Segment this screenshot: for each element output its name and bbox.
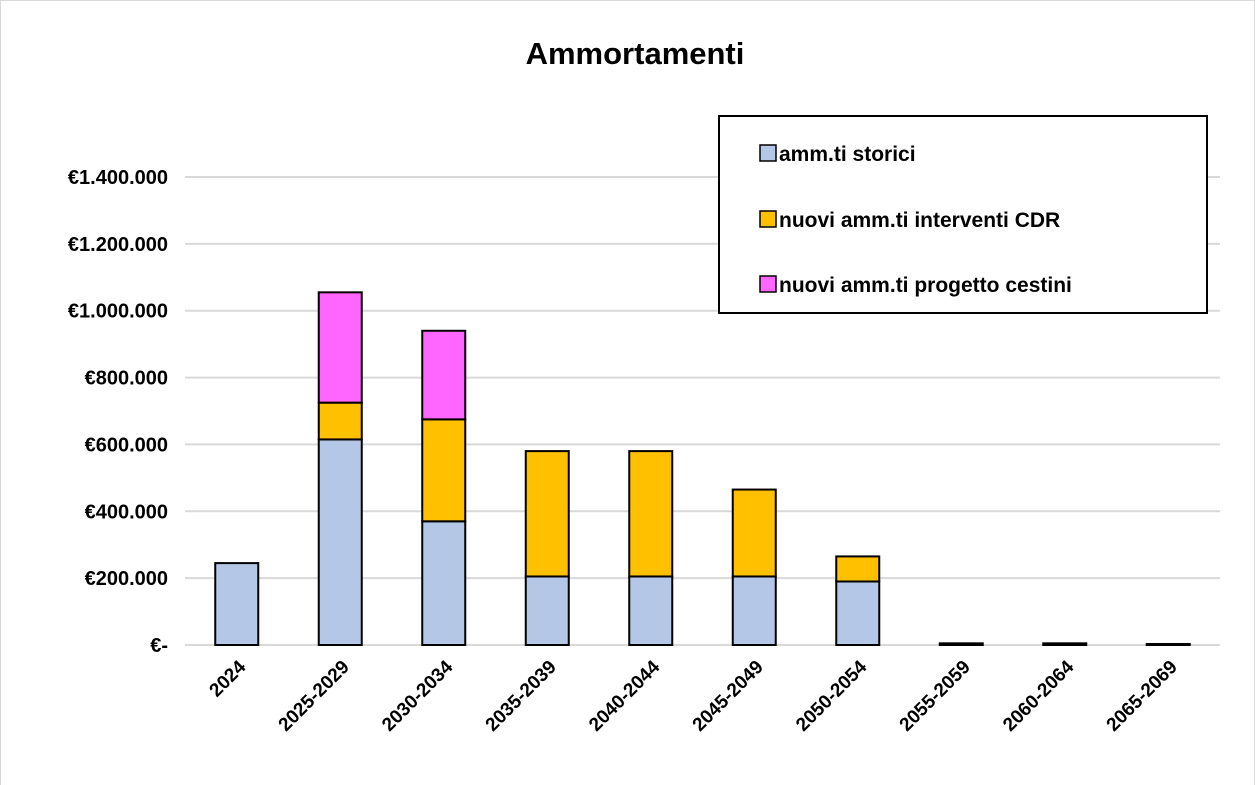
bar-2025-2029-nuovi-amm-ti-progetto-cestini bbox=[317, 291, 363, 404]
x-tick-label-2024: 2024 bbox=[206, 656, 251, 701]
x-tick-label-2055-2059: 2055-2059 bbox=[896, 657, 975, 736]
bar-2040-2044-nuovi-amm-ti-interventi-cdr bbox=[628, 450, 674, 578]
x-tick-label-2065-2069: 2065-2069 bbox=[1103, 657, 1182, 736]
legend-box bbox=[718, 115, 1208, 314]
bar-2030-2034-nuovi-amm-ti-interventi-cdr bbox=[421, 418, 467, 523]
x-tick-label-2040-2044: 2040-2044 bbox=[585, 656, 664, 735]
bar-2024-amm-ti-storici bbox=[214, 562, 260, 646]
y-tick-label-2: €400.000 bbox=[85, 501, 168, 523]
y-tick-label-0: €- bbox=[150, 635, 168, 657]
y-tick-label-4: €800.000 bbox=[85, 368, 168, 390]
bar-2030-2034-amm-ti-storici bbox=[421, 520, 467, 646]
x-tick-label-2050-2054: 2050-2054 bbox=[792, 656, 871, 735]
legend-swatch-interventi-cdr bbox=[759, 210, 777, 228]
bar-2065-2069-amm-ti-storici bbox=[1145, 642, 1191, 646]
legend-swatch-amm-ti-storici bbox=[759, 144, 777, 162]
x-tick-label-2060-2064: 2060-2064 bbox=[999, 656, 1078, 735]
bar-2045-2049-nuovi-amm-ti-interventi-cdr bbox=[731, 488, 777, 578]
bar-2045-2049-amm-ti-storici bbox=[731, 575, 777, 647]
y-tick-label-3: €600.000 bbox=[85, 434, 168, 456]
legend-swatch-progetto-cestini bbox=[759, 275, 777, 293]
y-tick-label-6: €1.200.000 bbox=[68, 234, 168, 256]
bar-2040-2044-amm-ti-storici bbox=[628, 575, 674, 647]
bar-2025-2029-amm-ti-storici bbox=[317, 438, 363, 646]
x-axis-ticks: 2024 2025-2029 2030-2034 2035-2039 2040-2044… bbox=[206, 656, 1182, 735]
y-tick-label-7: €1.400.000 bbox=[68, 167, 168, 189]
x-tick-label-2035-2039: 2035-2039 bbox=[482, 657, 561, 736]
bar-2025-2029-nuovi-amm-ti-interventi-cdr bbox=[317, 401, 363, 441]
legend-label-amm-ti-storici: amm.ti storici bbox=[779, 143, 916, 166]
bar-2035-2039-nuovi-amm-ti-interventi-cdr bbox=[524, 450, 570, 578]
x-tick-label-2045-2049: 2045-2049 bbox=[689, 657, 768, 736]
bar-2060-2064-amm-ti-storici bbox=[1042, 642, 1088, 646]
x-tick-label-2025-2029: 2025-2029 bbox=[275, 657, 354, 736]
y-axis-ticks: €- €200.000 €400.000 €600.000 €800.000 €1.000… bbox=[68, 167, 168, 657]
bar-2050-2054-nuovi-amm-ti-interventi-cdr bbox=[835, 555, 881, 583]
bar-2055-2059-amm-ti-storici bbox=[938, 642, 984, 646]
x-tick-label-2030-2034: 2030-2034 bbox=[378, 656, 457, 735]
y-tick-label-5: €1.000.000 bbox=[68, 301, 168, 323]
bars bbox=[214, 291, 1191, 647]
chart-title: Ammortamenti bbox=[526, 36, 745, 71]
legend: amm.ti storici nuovi amm.ti interventi C… bbox=[718, 115, 1208, 314]
legend-label-interventi-cdr: nuovi amm.ti interventi CDR bbox=[779, 209, 1060, 232]
bar-2030-2034-nuovi-amm-ti-progetto-cestini bbox=[421, 329, 467, 421]
legend-label-progetto-cestini: nuovi amm.ti progetto cestini bbox=[779, 274, 1072, 297]
bar-2035-2039-amm-ti-storici bbox=[524, 575, 570, 647]
y-tick-label-1: €200.000 bbox=[85, 568, 168, 590]
bar-2050-2054-amm-ti-storici bbox=[835, 580, 881, 647]
